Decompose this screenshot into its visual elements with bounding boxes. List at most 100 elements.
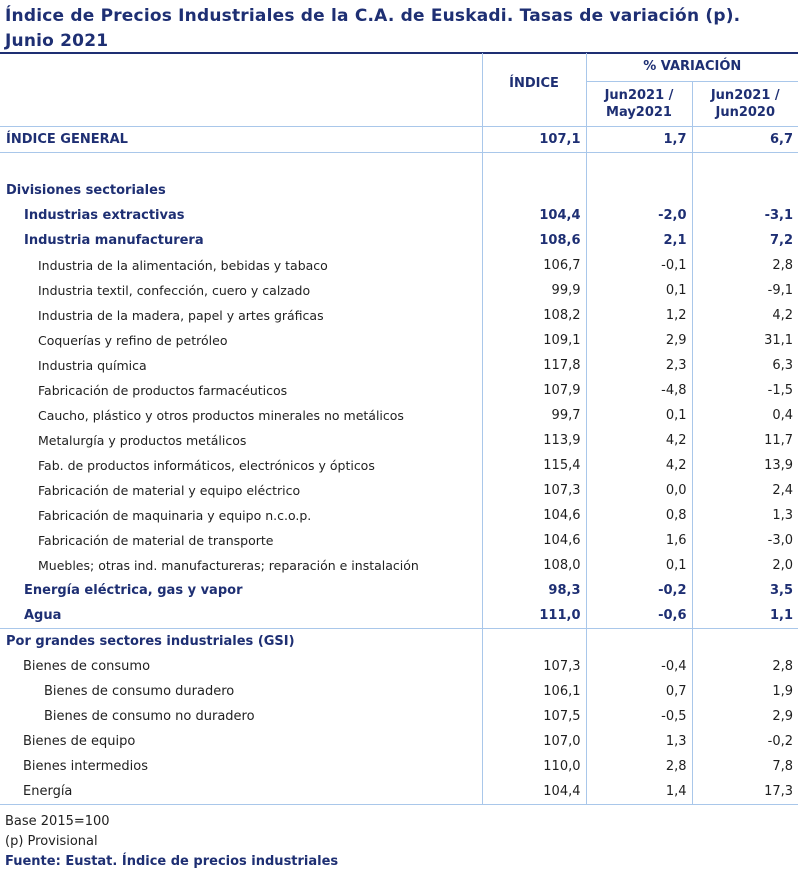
- row-indice: 99,7: [481, 402, 586, 428]
- row-var-month: 2,8: [585, 753, 692, 779]
- row-var-year: 3,5: [691, 577, 799, 603]
- row-label: Caucho, plástico y otros productos miner…: [38, 407, 404, 423]
- row-label: Bienes de consumo duradero: [44, 683, 235, 699]
- spacer-1: [0, 152, 799, 178]
- footnote-provisional: (p) Provisional: [5, 834, 98, 849]
- row-var-month: -4,8: [585, 377, 692, 403]
- row-indice: 99,9: [481, 277, 586, 303]
- row-var-year: 4,2: [691, 302, 799, 328]
- row-var-year: 0,4: [691, 402, 799, 428]
- header-col2: Jun2021 / Jun2020: [691, 81, 799, 126]
- row-indice: 107,3: [481, 477, 586, 503]
- table-row: Bienes de consumo duradero 106,1 0,7 1,9: [0, 678, 799, 704]
- row-var-year: 1,3: [691, 502, 799, 528]
- row-var-year: 11,7: [691, 427, 799, 453]
- row-indice: 108,0: [481, 552, 586, 578]
- row-var-month: 0,1: [585, 277, 692, 303]
- row-label: Industria química: [38, 357, 147, 373]
- row-var-month: 2,9: [585, 327, 692, 353]
- row-label: Bienes de equipo: [23, 733, 136, 749]
- row-label: Industria textil, confección, cuero y ca…: [38, 282, 311, 298]
- row-label: Industria manufacturera: [24, 232, 204, 248]
- gsi-body: Bienes de consumo 107,3 -0,4 2,8 Bienes de c…: [0, 653, 799, 805]
- row-label: Energía: [0, 778, 482, 805]
- row-label: Industrias extractivas: [24, 207, 185, 223]
- general-v2: 6,7: [691, 125, 799, 153]
- row-var-year: -3,1: [691, 202, 799, 228]
- row-var-month: 1,3: [585, 728, 692, 754]
- row-var-year: 2,4: [691, 477, 799, 503]
- header-variacion: % VARIACIÓN: [585, 53, 799, 82]
- row-var-month: -2,0: [585, 202, 692, 228]
- table-row: Fabricación de material y equipo eléctri…: [0, 477, 799, 503]
- footnote-source: Fuente: Eustat. Índice de precios indust…: [5, 854, 339, 869]
- row-indice: 113,9: [481, 427, 586, 453]
- table-row: Energía eléctrica, gas y vapor 98,3 -0,2 3,…: [0, 577, 799, 603]
- table-row: Bienes de consumo no duradero 107,5 -0,5 2,…: [0, 703, 799, 729]
- footnote-base: Base 2015=100: [5, 814, 110, 829]
- table-row: Fabricación de productos farmacéuticos 10…: [0, 377, 799, 403]
- row-label: Metalurgía y productos metálicos: [38, 432, 247, 448]
- row-var-year: 1,1: [691, 602, 799, 628]
- row-var-month: -0,1: [585, 252, 692, 278]
- row-indice: 111,0: [481, 602, 586, 628]
- row-var-year: -3,0: [691, 527, 799, 553]
- row-indice: 106,1: [481, 678, 586, 704]
- row-indice: 115,4: [481, 452, 586, 478]
- row-label: Industria de la alimentación, bebidas y …: [38, 257, 328, 273]
- row-var-year: 2,8: [691, 252, 799, 278]
- row-indice: 117,8: [481, 352, 586, 378]
- row-var-year: -1,5: [691, 377, 799, 403]
- row-indice: 104,6: [481, 502, 586, 528]
- row-indice: 107,3: [481, 653, 586, 679]
- row-label: Muebles; otras ind. manufactureras; repa…: [38, 557, 419, 573]
- row-var-month: 4,2: [585, 452, 692, 478]
- row-var-month: 4,2: [585, 427, 692, 453]
- row-var-month: 2,3: [585, 352, 692, 378]
- row-indice: 108,2: [481, 302, 586, 328]
- general-row: ÍNDICE GENERAL 107,1 1,7 6,7: [0, 125, 799, 153]
- row-indice: 107,5: [481, 703, 586, 729]
- table-row: Energía 104,4 1,4 17,3: [0, 778, 799, 805]
- row-indice: 98,3: [481, 577, 586, 603]
- general-idx: 107,1: [481, 125, 586, 153]
- row-var-month: 1,6: [585, 527, 692, 553]
- row-var-year: 6,3: [691, 352, 799, 378]
- row-var-month: -0,6: [585, 602, 692, 628]
- header-blank: [0, 53, 482, 81]
- row-var-year: 2,0: [691, 552, 799, 578]
- title-rule: [0, 52, 798, 54]
- divisiones-heading: Divisiones sectoriales: [6, 182, 166, 198]
- row-var-year: 7,2: [691, 227, 799, 253]
- table-row: Industria textil, confección, cuero y ca…: [0, 277, 799, 303]
- table-row: Metalurgía y productos metálicos 113,9 4,2…: [0, 427, 799, 453]
- row-var-year: 17,3: [691, 778, 799, 805]
- row-label: Energía eléctrica, gas y vapor: [24, 582, 243, 598]
- row-label: Fabricación de material y equipo eléctri…: [38, 482, 301, 498]
- row-label: Bienes intermedios: [23, 758, 148, 774]
- row-indice: 110,0: [481, 753, 586, 779]
- gsi-heading: Por grandes sectores industriales (GSI): [0, 627, 482, 654]
- row-var-month: 2,1: [585, 227, 692, 253]
- row-var-month: -0,4: [585, 653, 692, 679]
- row-label: Fabricación de productos farmacéuticos: [38, 382, 288, 398]
- row-indice: 107,0: [481, 728, 586, 754]
- row-var-month: -0,2: [585, 577, 692, 603]
- row-label: Fabricación de maquinaria y equipo n.c.o…: [38, 507, 312, 523]
- row-indice: 104,4: [481, 202, 586, 228]
- table-row: Industria de la madera, papel y artes gr…: [0, 302, 799, 328]
- row-label: Coquerías y refino de petróleo: [38, 332, 228, 348]
- general-label: ÍNDICE GENERAL: [0, 125, 482, 153]
- table-row: Industrias extractivas 104,4 -2,0 -3,1: [0, 202, 799, 228]
- row-label: Bienes de consumo no duradero: [44, 708, 255, 724]
- table-row: Muebles; otras ind. manufactureras; repa…: [0, 552, 799, 578]
- table-row: Industria manufacturera 108,6 2,1 7,2: [0, 227, 799, 253]
- row-var-month: -0,5: [585, 703, 692, 729]
- row-var-year: -9,1: [691, 277, 799, 303]
- table-row: Bienes de equipo 107,0 1,3 -0,2: [0, 728, 799, 754]
- row-var-year: 2,9: [691, 703, 799, 729]
- price-index-table: ÍNDICE % VARIACIÓN Jun2021 / May2021 Jun…: [0, 53, 799, 805]
- row-var-year: 7,8: [691, 753, 799, 779]
- table-row: Caucho, plástico y otros productos miner…: [0, 402, 799, 428]
- table-row: Bienes de consumo 107,3 -0,4 2,8: [0, 653, 799, 679]
